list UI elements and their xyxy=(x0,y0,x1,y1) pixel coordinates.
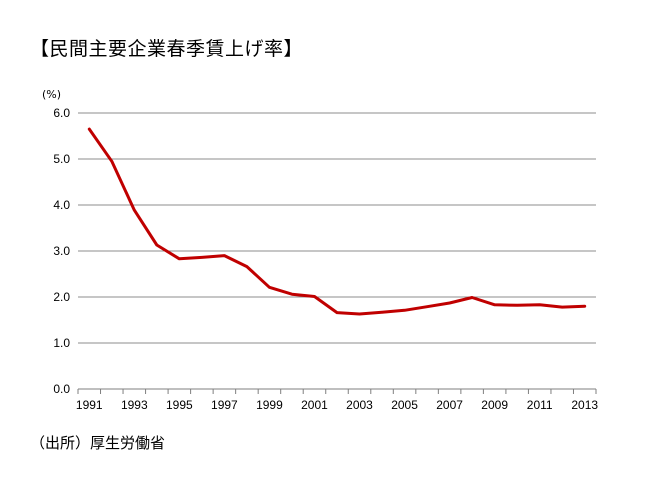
axes xyxy=(77,388,597,394)
source-note: （出所）厚生労働省 xyxy=(30,434,166,452)
y-tick-label-6.0: 6.0 xyxy=(53,106,70,120)
x-tick-label-1993: 1993 xyxy=(121,398,148,412)
x-tick-label-1997: 1997 xyxy=(211,398,238,412)
data-point-2002 xyxy=(336,311,339,314)
y-tick-label-2.0: 2.0 xyxy=(53,290,70,304)
chart-title: 【民間主要企業春季賃上げ率】 xyxy=(30,38,304,60)
data-point-2003 xyxy=(358,313,361,316)
data-point-1993 xyxy=(133,209,136,212)
data-point-2010 xyxy=(516,304,519,307)
data-point-1998 xyxy=(245,265,248,268)
data-point-2006 xyxy=(426,305,429,308)
data-point-2008 xyxy=(471,296,474,299)
x-tick-label-2009: 2009 xyxy=(481,398,508,412)
y-tick-label-3.0: 3.0 xyxy=(53,244,70,258)
y-tick-label-0.0: 0.0 xyxy=(53,382,70,396)
data-point-2004 xyxy=(381,311,384,314)
x-tick-label-1991: 1991 xyxy=(76,398,103,412)
series-line-0 xyxy=(87,127,587,316)
data-point-2011 xyxy=(538,303,541,306)
series-layer xyxy=(87,127,587,316)
x-tick-label-1999: 1999 xyxy=(256,398,283,412)
y-tick-label-5.0: 5.0 xyxy=(53,152,70,166)
y-tick-label-4.0: 4.0 xyxy=(53,198,70,212)
data-point-1994 xyxy=(155,244,158,247)
x-tick-label-2013: 2013 xyxy=(571,398,598,412)
grid-lines xyxy=(78,112,596,344)
data-point-2009 xyxy=(493,303,496,306)
x-tick-label-1995: 1995 xyxy=(166,398,193,412)
x-tick-label-2005: 2005 xyxy=(391,398,418,412)
x-tick-label-2011: 2011 xyxy=(527,398,553,412)
data-point-2007 xyxy=(448,301,451,304)
data-point-2005 xyxy=(403,309,406,312)
data-point-2012 xyxy=(561,306,564,309)
tick-labels: 0.0 1.0 2.0 3.0 4.0 5.0 6.0 1991 1993 1995 1997 199… xyxy=(53,106,598,412)
y-axis-unit: (%) xyxy=(42,88,62,101)
data-point-2000 xyxy=(290,293,293,296)
x-tick-label-2003: 2003 xyxy=(346,398,373,412)
data-point-2001 xyxy=(313,295,316,298)
x-tick-label-2007: 2007 xyxy=(436,398,463,412)
data-point-2013 xyxy=(583,305,586,308)
data-point-1992 xyxy=(110,160,113,163)
data-point-1999 xyxy=(268,286,271,289)
x-tick-label-2001: 2001 xyxy=(301,398,328,412)
data-point-1991 xyxy=(88,128,91,131)
y-tick-label-1.0: 1.0 xyxy=(53,336,70,350)
data-point-1996 xyxy=(200,256,203,259)
data-point-1997 xyxy=(223,254,226,257)
data-point-1995 xyxy=(178,257,181,260)
